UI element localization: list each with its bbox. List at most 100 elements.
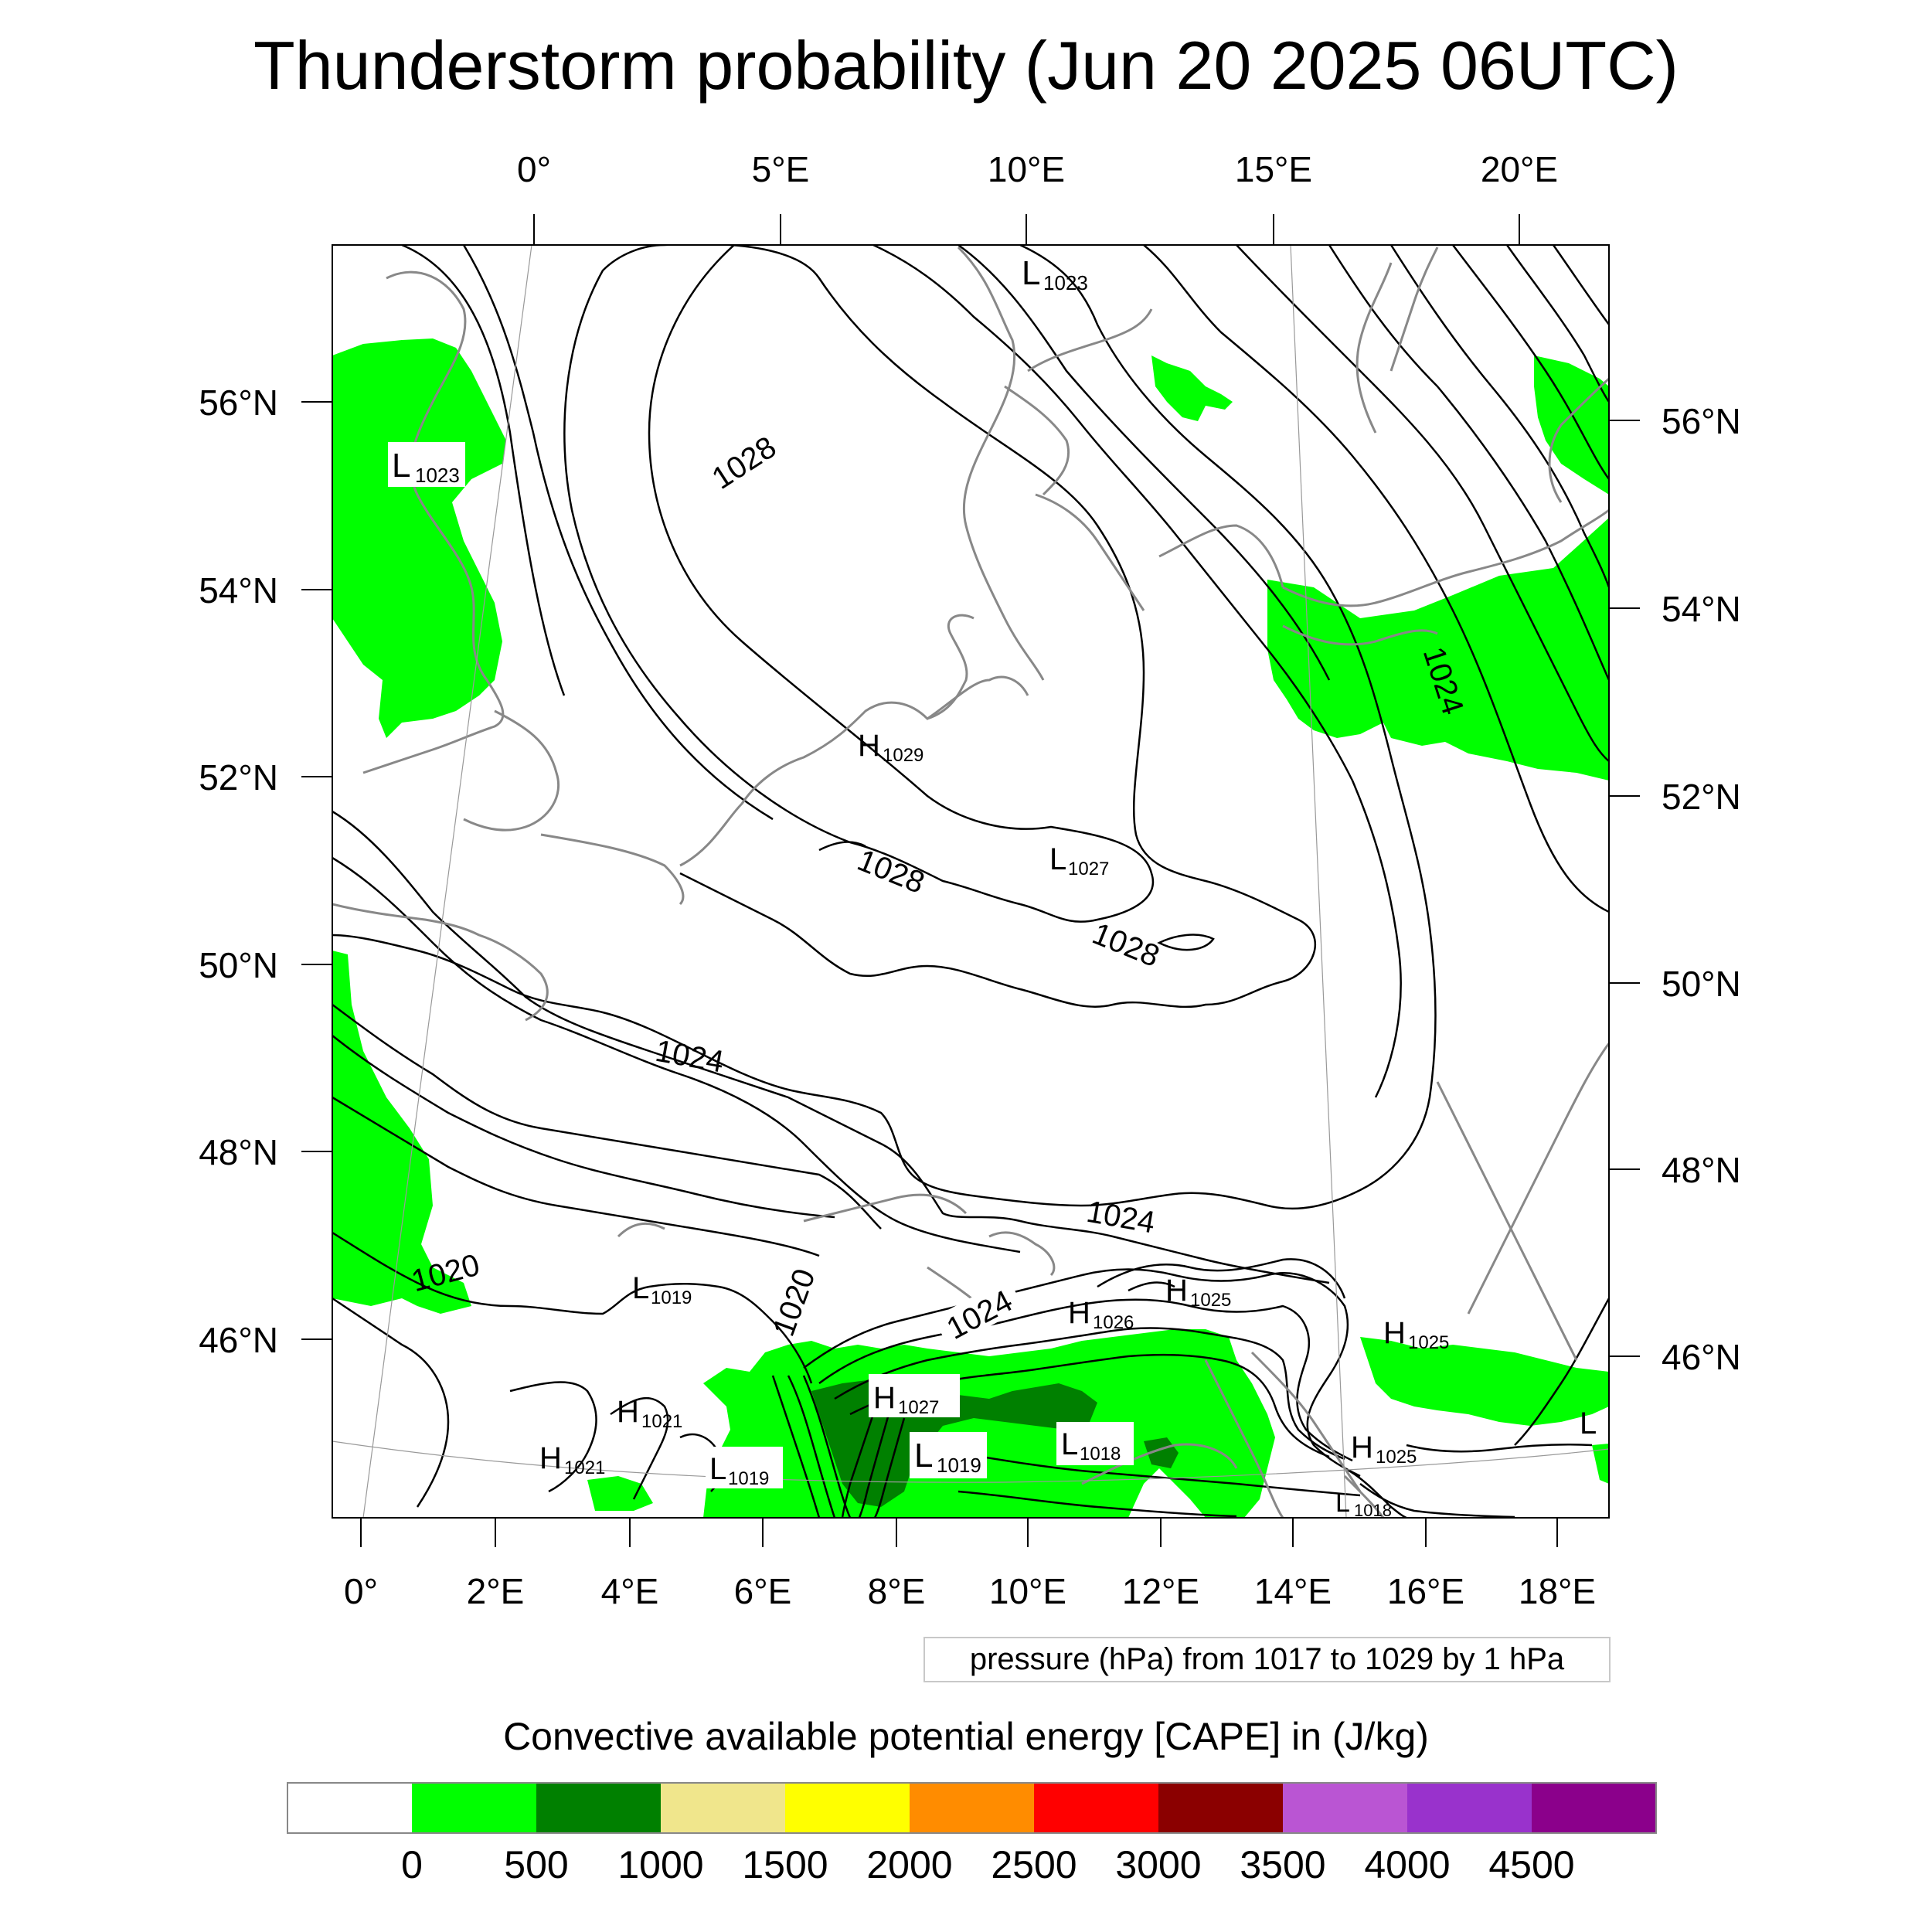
pressure-contours	[332, 245, 1609, 1518]
bottom-lon-label: 14°E	[1254, 1571, 1332, 1611]
pressure-center-marker: H 1021	[617, 1395, 682, 1432]
contour-label: 1028	[1087, 917, 1164, 974]
svg-text:1025: 1025	[1408, 1332, 1449, 1353]
contour-labels: 1028 1028 1028 1024 1024 1024 1020 1020	[408, 430, 1470, 1340]
colorbar-tick-label: 4000	[1364, 1843, 1450, 1886]
coastlines	[332, 246, 1609, 1518]
bottom-lon-label: 4°E	[601, 1571, 659, 1611]
svg-text:H: H	[873, 1381, 896, 1415]
pressure-center-marker: L	[1580, 1406, 1597, 1440]
left-lat-label: 56°N	[199, 383, 278, 423]
contour-label-box: 1024	[933, 1277, 1025, 1349]
colorbar-bin	[1034, 1783, 1158, 1833]
pressure-center-marker: H 1025	[1351, 1430, 1417, 1468]
svg-text:1029: 1029	[883, 745, 923, 766]
svg-text:1025: 1025	[1376, 1447, 1417, 1468]
left-lat-label: 50°N	[199, 945, 278, 985]
svg-text:1018: 1018	[1080, 1444, 1121, 1464]
right-lat-label: 54°N	[1662, 589, 1741, 629]
pressure-center-marker: L 1019	[632, 1271, 692, 1308]
bottom-lon-label: 18°E	[1519, 1571, 1596, 1611]
svg-text:H: H	[858, 729, 880, 763]
svg-text:H: H	[617, 1395, 639, 1429]
left-lat-label: 54°N	[199, 570, 278, 611]
contour-label: 1028	[852, 843, 929, 900]
colorbar-bin	[1532, 1783, 1656, 1833]
svg-text:1026: 1026	[1093, 1312, 1134, 1333]
right-lat-label: 52°N	[1662, 777, 1741, 817]
pressure-center-marker: H 1026	[1068, 1296, 1134, 1333]
svg-text:1018: 1018	[1354, 1501, 1392, 1520]
svg-text:H: H	[1383, 1316, 1406, 1350]
left-lat-label: 46°N	[199, 1320, 278, 1360]
bottom-lon-label: 0°	[344, 1571, 378, 1611]
top-lon-label: 10°E	[988, 149, 1065, 189]
svg-text:L: L	[1061, 1427, 1078, 1461]
right-lat-label: 46°N	[1662, 1337, 1741, 1377]
colorbar-tick-label: 1000	[617, 1843, 703, 1886]
pressure-center-marker: H 1029	[858, 729, 923, 766]
colorbar-title: Convective available potential energy [C…	[503, 1715, 1429, 1758]
left-lat-labels: 56°N 54°N 52°N 50°N 48°N 46°N	[199, 383, 278, 1360]
bottom-ticks	[360, 1518, 1558, 1547]
map-frame	[332, 244, 1610, 1519]
svg-text:L: L	[914, 1437, 933, 1475]
svg-text:H: H	[1165, 1274, 1188, 1308]
pressure-center-marker: H 1021	[539, 1441, 605, 1478]
pressure-center-marker: L 1019	[910, 1432, 987, 1478]
pressure-center-marker: L 1019	[706, 1447, 783, 1489]
left-ticks	[301, 401, 332, 1340]
pressure-center-marker: H 1025	[1165, 1274, 1231, 1311]
contour-label: 1024	[653, 1034, 726, 1080]
svg-text:L: L	[1335, 1488, 1350, 1518]
colorbar-bin	[536, 1783, 661, 1833]
pressure-centers: L 1023 L 1023 H 1029 L 1027 H 1025 H 102…	[388, 254, 1597, 1520]
bottom-lon-label: 10°E	[989, 1571, 1066, 1611]
colorbar-bin	[910, 1783, 1034, 1833]
pressure-contour-note: pressure (hPa) from 1017 to 1029 by 1 hP…	[923, 1637, 1611, 1682]
colorbar-tick-label: 500	[504, 1843, 568, 1886]
pressure-center-marker: L 1018	[1056, 1422, 1134, 1465]
bottom-lon-label: 6°E	[734, 1571, 792, 1611]
bottom-lon-label: 2°E	[467, 1571, 525, 1611]
graticule	[332, 245, 1609, 1518]
colorbar-bin	[661, 1783, 785, 1833]
svg-text:L: L	[1022, 254, 1040, 292]
svg-text:L: L	[1049, 842, 1066, 876]
svg-text:1023: 1023	[415, 464, 460, 487]
svg-text:1019: 1019	[728, 1468, 769, 1489]
svg-text:L: L	[632, 1271, 649, 1305]
right-lat-label: 50°N	[1662, 964, 1741, 1004]
svg-text:L: L	[709, 1452, 726, 1486]
right-lat-label: 48°N	[1662, 1150, 1741, 1190]
pressure-center-marker: L 1023	[1022, 254, 1088, 294]
top-lon-labels: 0° 5°E 10°E 15°E 20°E	[517, 149, 1558, 189]
bottom-lon-labels: 0° 2°E 4°E 6°E 8°E 10°E 12°E 14°E 16°E 1…	[344, 1571, 1596, 1611]
svg-text:1019: 1019	[651, 1287, 692, 1308]
pressure-center-marker: H 1027	[869, 1374, 960, 1418]
pressure-center-marker: H 1025	[1383, 1316, 1449, 1353]
right-ticks	[1609, 420, 1640, 1357]
contour-label: 1020	[767, 1264, 822, 1341]
svg-text:H: H	[1351, 1430, 1373, 1464]
top-lon-label: 0°	[517, 149, 551, 189]
colorbar-bin	[1158, 1783, 1283, 1833]
left-lat-label: 52°N	[199, 757, 278, 798]
svg-text:L: L	[392, 447, 410, 485]
top-lon-label: 15°E	[1235, 149, 1312, 189]
pressure-center-marker: L 1023	[388, 442, 465, 487]
right-lat-labels: 56°N 54°N 52°N 50°N 48°N 46°N	[1662, 401, 1741, 1377]
svg-text:1027: 1027	[898, 1397, 939, 1418]
colorbar-bin	[1283, 1783, 1407, 1833]
top-lon-label: 20°E	[1481, 149, 1558, 189]
bottom-lon-label: 16°E	[1387, 1571, 1464, 1611]
contour-label: 1028	[706, 430, 783, 495]
colorbar-bin	[1407, 1783, 1532, 1833]
colorbar-tick-labels: 0 500 1000 1500 2000 2500 3000 3500 4000…	[401, 1843, 1575, 1886]
cape-shading	[332, 338, 1609, 1518]
bottom-lon-label: 12°E	[1122, 1571, 1199, 1611]
colorbar-tick-label: 1500	[742, 1843, 828, 1886]
svg-text:1027: 1027	[1068, 859, 1109, 879]
svg-text:1021: 1021	[564, 1458, 605, 1478]
